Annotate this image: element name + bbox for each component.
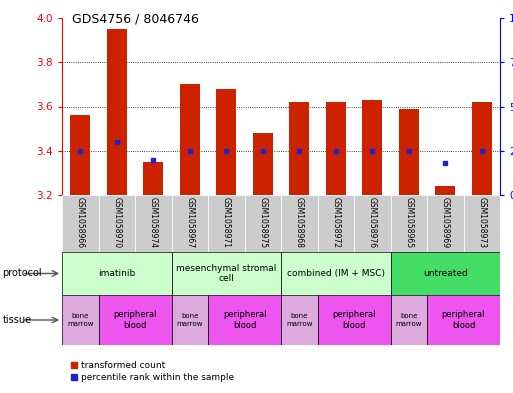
Text: bone
marrow: bone marrow xyxy=(286,314,312,327)
Bar xyxy=(289,102,309,195)
Legend: transformed count, percentile rank within the sample: transformed count, percentile rank withi… xyxy=(67,358,238,386)
Bar xyxy=(427,195,464,252)
Bar xyxy=(70,116,90,195)
Bar xyxy=(472,102,492,195)
Text: peripheral
blood: peripheral blood xyxy=(113,310,157,330)
Bar xyxy=(245,195,281,252)
Text: peripheral
blood: peripheral blood xyxy=(332,310,376,330)
Text: GSM1058966: GSM1058966 xyxy=(76,197,85,248)
Bar xyxy=(171,195,208,252)
Bar xyxy=(390,252,500,295)
Text: GSM1058975: GSM1058975 xyxy=(258,197,267,248)
Text: GSM1058967: GSM1058967 xyxy=(185,197,194,248)
Text: GSM1058970: GSM1058970 xyxy=(112,197,121,248)
Text: peripheral
blood: peripheral blood xyxy=(223,310,266,330)
Bar xyxy=(171,295,208,345)
Bar xyxy=(427,295,500,345)
Bar xyxy=(216,89,236,195)
Bar xyxy=(208,195,245,252)
Bar xyxy=(318,295,390,345)
Text: GDS4756 / 8046746: GDS4756 / 8046746 xyxy=(72,12,199,25)
Bar xyxy=(98,295,171,345)
Bar xyxy=(464,195,500,252)
Text: bone
marrow: bone marrow xyxy=(176,314,203,327)
Text: GSM1058965: GSM1058965 xyxy=(404,197,413,248)
Bar xyxy=(435,186,456,195)
Text: bone
marrow: bone marrow xyxy=(67,314,93,327)
Bar xyxy=(281,252,390,295)
Bar xyxy=(354,195,390,252)
Text: GSM1058976: GSM1058976 xyxy=(368,197,377,248)
Text: imatinib: imatinib xyxy=(98,269,135,278)
Bar xyxy=(208,295,281,345)
Bar xyxy=(326,102,346,195)
Text: tissue: tissue xyxy=(3,315,32,325)
Text: protocol: protocol xyxy=(3,268,42,279)
Text: GSM1058974: GSM1058974 xyxy=(149,197,158,248)
Bar xyxy=(107,29,127,195)
Text: GSM1058968: GSM1058968 xyxy=(295,197,304,248)
Bar xyxy=(62,195,98,252)
Bar xyxy=(318,195,354,252)
Bar xyxy=(399,109,419,195)
Text: GSM1058969: GSM1058969 xyxy=(441,197,450,248)
Bar xyxy=(253,133,273,195)
Text: mesenchymal stromal
cell: mesenchymal stromal cell xyxy=(176,264,277,283)
Text: untreated: untreated xyxy=(423,269,468,278)
Text: GSM1058972: GSM1058972 xyxy=(331,197,340,248)
Text: bone
marrow: bone marrow xyxy=(396,314,422,327)
Bar xyxy=(390,295,427,345)
Text: GSM1058973: GSM1058973 xyxy=(477,197,486,248)
Bar xyxy=(135,195,171,252)
Bar xyxy=(180,84,200,195)
Bar xyxy=(98,195,135,252)
Bar xyxy=(281,295,318,345)
Bar xyxy=(62,252,171,295)
Bar xyxy=(143,162,163,195)
Bar xyxy=(62,295,98,345)
Bar xyxy=(362,100,382,195)
Bar xyxy=(281,195,318,252)
Bar xyxy=(171,252,281,295)
Bar xyxy=(390,195,427,252)
Text: combined (IM + MSC): combined (IM + MSC) xyxy=(287,269,385,278)
Text: peripheral
blood: peripheral blood xyxy=(442,310,485,330)
Text: GSM1058971: GSM1058971 xyxy=(222,197,231,248)
